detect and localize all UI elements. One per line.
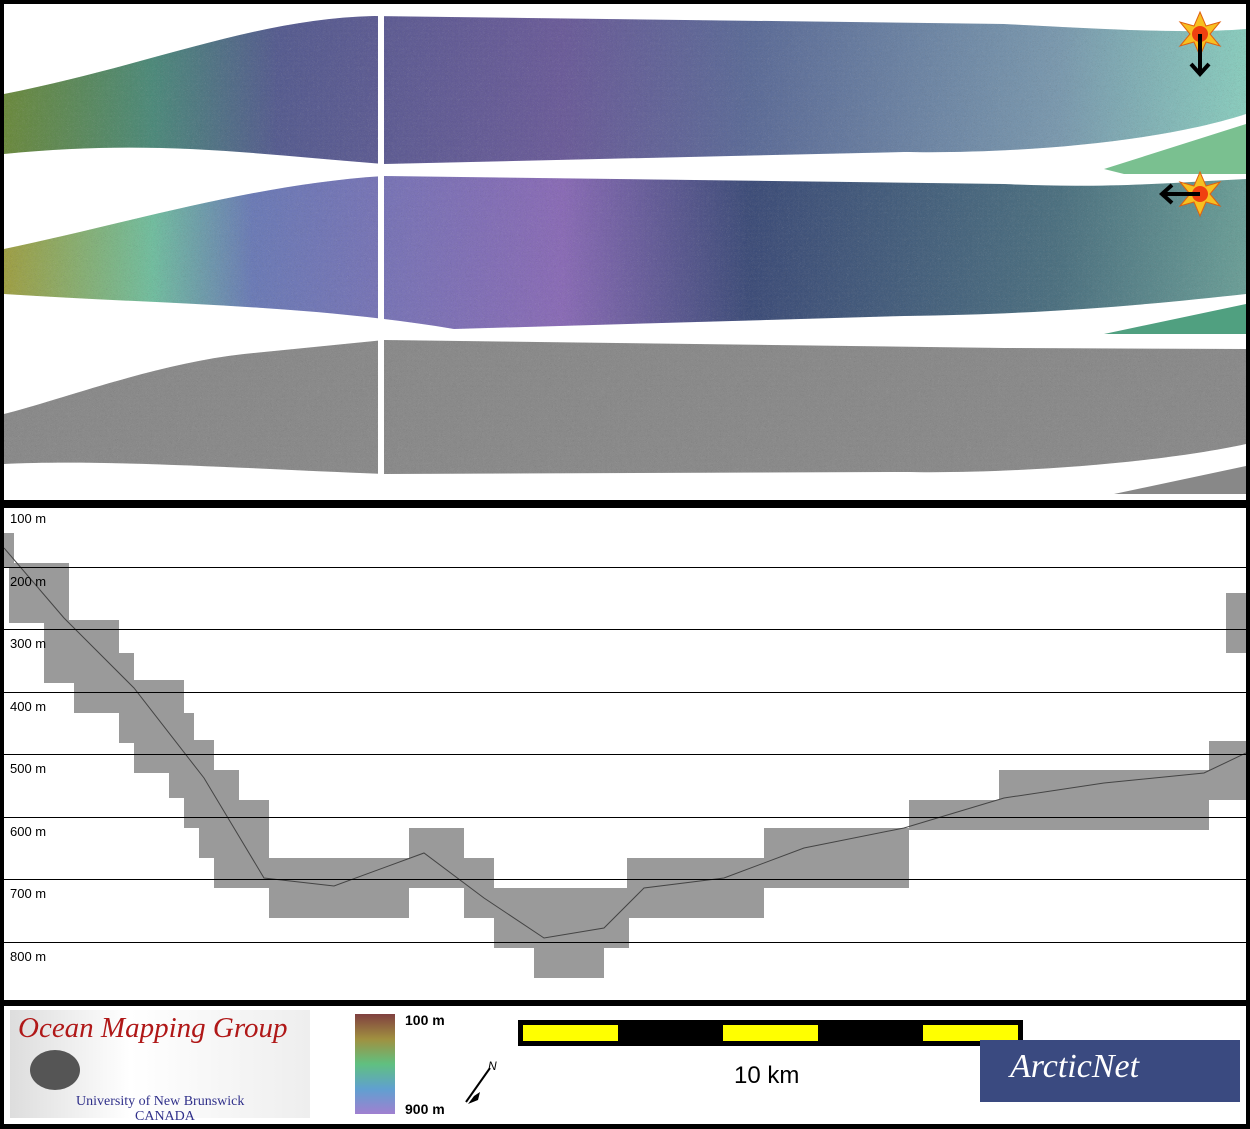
scale-bar <box>518 1020 1023 1046</box>
depth-gridline <box>4 691 1246 693</box>
backscatter-profile-segment <box>247 858 409 888</box>
colorbar-bottom-label: 900 m <box>405 1101 445 1117</box>
backscatter-profile-segment <box>534 918 604 978</box>
backscatter-profile-segment <box>1226 593 1246 653</box>
backscatter-profile-segment <box>4 533 14 568</box>
sun-illumination-icon <box>1178 10 1222 77</box>
seafloor-profile-line <box>4 547 1246 939</box>
depth-label: 200 m <box>10 573 47 589</box>
multibeam-map-panel <box>4 4 1246 500</box>
colorbar-top-label: 100 m <box>405 1012 445 1028</box>
depth-gridline <box>4 629 1246 630</box>
backscatter-profile-segment <box>409 828 464 888</box>
depth-gridline <box>4 566 1246 568</box>
logo-subtitle: University of New Brunswick <box>76 1094 245 1109</box>
backscatter-profile-segment <box>9 563 69 623</box>
depth-colorbar <box>355 1014 395 1114</box>
depth-label: 500 m <box>10 761 47 776</box>
logo-title: Ocean Mapping Group <box>18 1012 288 1044</box>
depth-label: 100 m <box>10 511 47 526</box>
backscatter-profile-segment <box>604 888 629 948</box>
backscatter-profile-segment <box>764 828 909 888</box>
depth-gridline <box>4 816 1246 818</box>
scale-label: 10 km <box>734 1062 800 1089</box>
north-label: N <box>488 1059 497 1073</box>
footer-legend: Ocean Mapping Group University of New Br… <box>4 1006 1246 1124</box>
depth-gridline <box>4 879 1246 880</box>
backscatter-profile-segment <box>269 888 409 918</box>
depth-gridline <box>4 941 1246 943</box>
sun-illumination-icon <box>1159 170 1222 218</box>
bathymetry-strip-1 <box>4 16 1246 174</box>
depth-label: 700 m <box>10 886 47 901</box>
depth-profile-panel: 100 m 200 m 300 m 400 m 500 m 600 m 700 m 800 m <box>4 508 1246 1000</box>
backscatter-profile-segment <box>999 770 1209 830</box>
backscatter-profile-segment <box>627 858 764 918</box>
backscatter-profile-segment <box>1209 741 1246 800</box>
bathymetry-strip-2 <box>4 176 1246 334</box>
profile-section <box>4 533 1246 978</box>
backscatter-profile-segment <box>909 800 999 830</box>
arcticnet-text: ArcticNet <box>1010 1048 1140 1085</box>
backscatter-profile-segment <box>464 858 494 918</box>
depth-label: 600 m <box>10 823 47 839</box>
ocean-mapping-group-logo: Ocean Mapping Group University of New Br… <box>10 1010 310 1124</box>
logo-country: CANADA <box>135 1109 195 1124</box>
depth-gridline <box>4 754 1246 755</box>
map-strips <box>4 4 1246 500</box>
depth-label: 400 m <box>10 698 47 714</box>
arcticnet-logo: ArcticNet <box>980 1040 1240 1102</box>
north-arrow-icon: N <box>465 1059 497 1104</box>
depth-label: 800 m <box>10 948 47 964</box>
backscatter-strip <box>4 340 1246 494</box>
logo-image <box>30 1050 80 1090</box>
depth-label: 300 m <box>10 636 47 651</box>
